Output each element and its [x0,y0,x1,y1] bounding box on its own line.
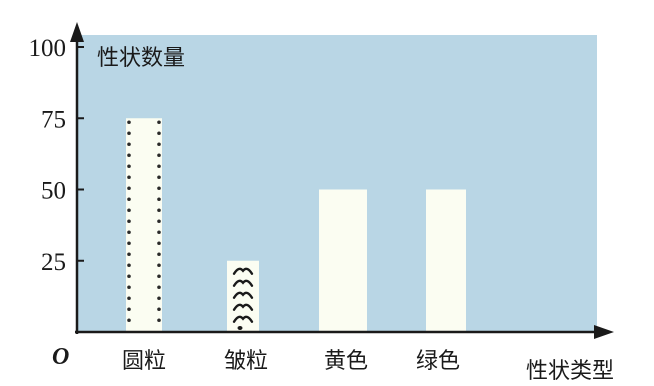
x-axis-title: 性状类型 [526,359,614,384]
bar-4 [426,189,466,332]
category-label-4: 绿色 [416,349,460,374]
y-tick-label-50: 50 [41,178,66,205]
y-axis-title: 性状数量 [97,46,185,71]
category-label-1: 圆粒 [122,349,166,374]
round-seed-dot-pattern [127,120,161,323]
bar-3 [319,189,367,332]
y-tick-label-75: 75 [41,106,66,133]
origin-label: O [52,344,69,370]
wrinkled-seed-chevron-pattern [232,267,254,330]
category-label-3: 黄色 [324,349,368,374]
y-axis-arrow [70,22,84,42]
category-label-2: 皱粒 [224,349,268,374]
bar-1 [126,118,162,332]
y-tick-label-25: 25 [41,249,66,276]
x-axis-arrow [594,325,614,339]
y-tick-label-100: 100 [29,35,67,62]
